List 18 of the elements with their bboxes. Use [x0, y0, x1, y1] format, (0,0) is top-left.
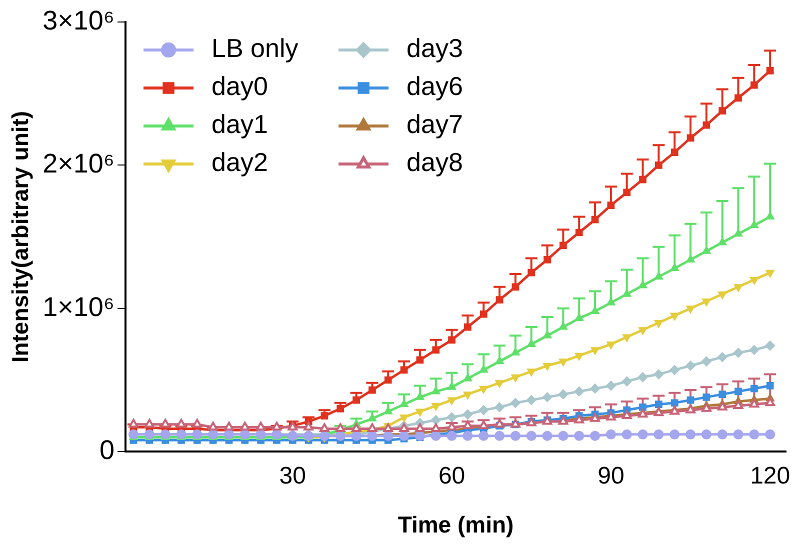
x-tick-label: 90: [598, 462, 624, 490]
y-tick-label: 1×10⁶: [42, 292, 115, 322]
y-axis-title: Intensity(arbitrary unit): [7, 110, 34, 363]
y-tick-label: 2×10⁶: [42, 148, 115, 179]
legend-label: day0: [212, 71, 268, 102]
legend-label: day6: [406, 71, 463, 102]
y-tick-label: 3×10⁶: [42, 5, 115, 36]
x-axis-title: Time (min): [398, 512, 514, 538]
legend-label: day7: [406, 109, 463, 140]
legend-label: day3: [406, 33, 463, 64]
legend-label: day1: [212, 109, 268, 140]
x-tick-label: 120: [750, 462, 790, 490]
x-tick-label: 60: [438, 462, 466, 490]
y-tick-label: 0: [100, 435, 115, 466]
legend-label: LB only: [212, 33, 298, 64]
legend-label: day8: [406, 147, 463, 178]
legend-label: day2: [212, 147, 268, 178]
x-tick-label: 30: [279, 462, 306, 490]
